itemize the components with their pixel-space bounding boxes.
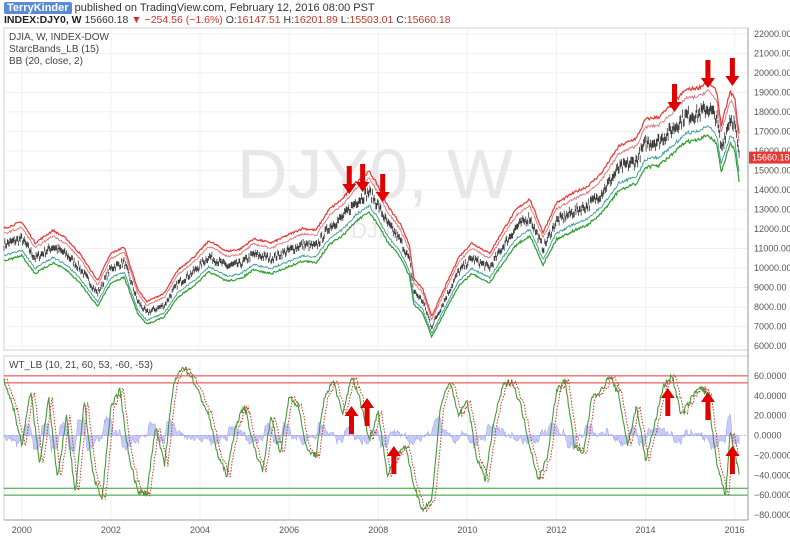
price-bars — [3, 101, 740, 330]
wt-tick-label: 40.0000 — [754, 391, 787, 401]
ohlc-line: INDEX:DJY0, W 15660.18 ▼ −254.56 (−1.6%)… — [4, 14, 451, 26]
down-arrow — [342, 166, 357, 194]
x-tick-label: 2006 — [279, 525, 299, 535]
price-tick-label: 17000.00 — [754, 126, 790, 136]
price-tick-label: 19000.00 — [754, 87, 790, 97]
x-tick-label: 2010 — [457, 525, 477, 535]
open-value: 16147.51 — [236, 14, 281, 26]
price-tick-label: 21000.00 — [754, 48, 790, 58]
x-tick-label: 2004 — [190, 525, 210, 535]
price-tick-label: 20000.00 — [754, 68, 790, 78]
price-tick-label: 6000.00 — [754, 341, 787, 351]
wt-tick-label: −40.0000 — [754, 470, 790, 480]
bb-upper-band — [3, 78, 740, 317]
wt-tick-label: −20.0000 — [754, 450, 790, 460]
x-tick-label: 2014 — [636, 525, 656, 535]
price-tick-label: 18000.00 — [754, 107, 790, 117]
up-arrow — [660, 388, 675, 416]
up-arrow — [386, 446, 401, 474]
price-tick-label: 22000.00 — [754, 29, 790, 39]
wt2-line — [4, 366, 740, 513]
wt-tick-label: 0.0000 — [754, 431, 782, 441]
x-tick-label: 2008 — [368, 525, 388, 535]
x-tick-label: 2012 — [546, 525, 566, 535]
last-price-tag — [749, 151, 790, 164]
price-tick-label: 8000.00 — [754, 302, 787, 312]
down-arrow — [725, 58, 740, 86]
wt-tick-label: −60.0000 — [754, 490, 790, 500]
price-tick-label: 11000.00 — [754, 244, 790, 254]
price-tick-label: 10000.00 — [754, 263, 790, 273]
price-tick-label: 13000.00 — [754, 204, 790, 214]
symbol-label[interactable]: INDEX:DJY0, W — [4, 14, 82, 26]
high-label: H: — [283, 14, 295, 26]
price-legend-entry: StarcBands_LB (15) — [9, 44, 99, 55]
change-value: ▼ −254.56 (−1.6%) — [131, 14, 223, 26]
close-label: C: — [396, 14, 407, 26]
price-tick-label: 14000.00 — [754, 185, 790, 195]
up-arrow — [360, 398, 375, 426]
starc-lower-band — [3, 125, 740, 334]
starc-upper-band — [3, 89, 740, 321]
publish-line: TerryKinder published on TradingView.com… — [4, 2, 375, 14]
chart-header: TerryKinder published on TradingView.com… — [0, 0, 790, 26]
x-tick-label: 2016 — [725, 525, 745, 535]
down-arrow — [700, 60, 715, 88]
wt1-line — [3, 366, 740, 513]
price-tick-label: 9000.00 — [754, 283, 787, 293]
price-tick-label: 12000.00 — [754, 224, 790, 234]
down-arrow — [667, 84, 682, 112]
open-label: O: — [225, 14, 237, 26]
last-value: 15660.18 — [84, 14, 129, 26]
high-value: 16201.89 — [294, 14, 338, 26]
up-arrow — [725, 446, 740, 474]
close-value: 15660.18 — [406, 14, 451, 26]
price-tick-label: 15000.00 — [754, 165, 790, 175]
wt-legend-entry: WT_LB (10, 21, 60, 53, -60, -53) — [9, 360, 153, 371]
wt-pane[interactable]: WT_LB (10, 21, 60, 53, -60, -53) — [3, 355, 749, 521]
publish-info: published on TradingView.com, February 1… — [74, 2, 375, 14]
bb-lower-band — [3, 134, 740, 339]
down-arrow — [355, 164, 370, 192]
last-price-label: 15660.18 — [752, 153, 790, 163]
up-arrow — [700, 392, 715, 420]
low-label: L: — [340, 14, 350, 26]
price-tick-label: 7000.00 — [754, 322, 787, 332]
axes: 22000.00 21000.00 20000.00 19000.00 18000.00… — [4, 28, 790, 535]
low-value: 15503.01 — [349, 14, 394, 26]
price-tick-label: 16000.00 — [754, 146, 790, 156]
down-arrow — [375, 174, 390, 202]
wt-tick-label: 60.0000 — [754, 371, 787, 381]
wt-histogram — [3, 413, 740, 453]
price-legend-entry: DJIA, W, INDEX-DOW — [9, 32, 110, 43]
up-arrow — [344, 406, 359, 434]
price-legend-entry: BB (20, close, 2) — [9, 56, 83, 67]
wt-tick-label: 20.0000 — [754, 411, 787, 421]
x-tick-label: 2000 — [12, 525, 32, 535]
x-tick-label: 2002 — [101, 525, 121, 535]
wt-tick-label: −80.0000 — [754, 510, 790, 520]
author-badge[interactable]: TerryKinder — [4, 2, 72, 14]
watermark-sub: DJIA — [351, 218, 399, 243]
